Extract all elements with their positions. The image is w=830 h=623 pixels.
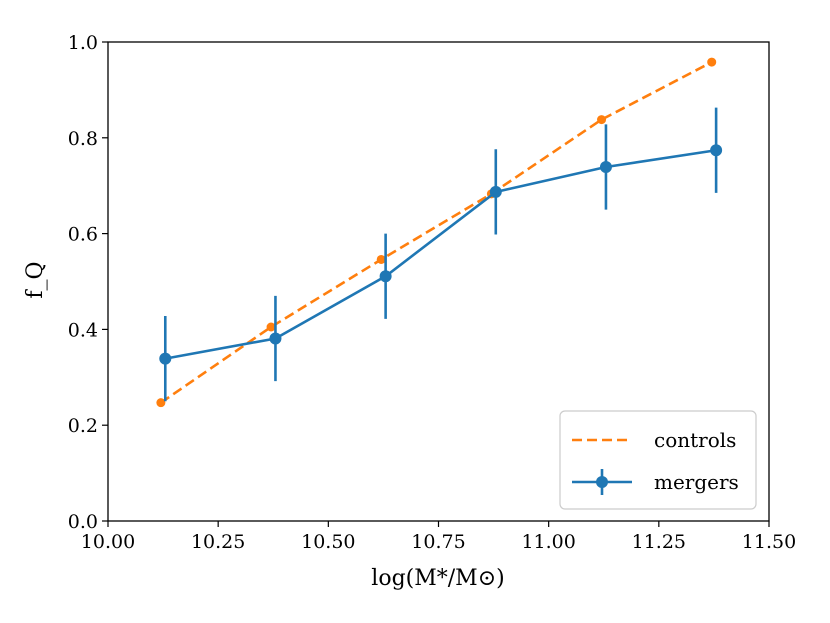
y-tick-label: 0.4 (68, 319, 98, 341)
controls-point (597, 115, 607, 125)
y-tick-label: 0.2 (68, 415, 98, 437)
legend-controls-label: controls (654, 428, 736, 452)
x-tick-label: 11.00 (521, 531, 575, 553)
plot-area: 10.00 10.25 10.50 10.75 11.00 11.25 11.50 0.0 0.… (68, 32, 796, 553)
controls-point (156, 398, 166, 408)
x-tick-label: 10.25 (191, 531, 245, 553)
mergers-point (379, 270, 392, 283)
legend-mergers-marker (596, 476, 608, 488)
mergers-point (710, 144, 723, 157)
legend-box (559, 410, 757, 510)
y-axis-label: f_Q (23, 261, 48, 298)
y-tick-label: 0.0 (68, 511, 98, 533)
mergers-point (159, 352, 172, 365)
mergers-point (269, 332, 282, 345)
legend: controls mergers (559, 410, 757, 510)
x-tick-label: 11.25 (632, 531, 686, 553)
controls-point (376, 254, 386, 264)
mergers-point (489, 185, 502, 198)
x-tick-label: 10.50 (301, 531, 355, 553)
x-tick-label: 11.50 (742, 531, 796, 553)
controls-point (266, 322, 276, 332)
mergers-line (165, 148, 717, 360)
x-tick-label: 10.75 (411, 531, 465, 553)
legend-mergers-label: mergers (654, 470, 739, 494)
plot-frame (107, 41, 770, 522)
controls-point (707, 57, 717, 67)
mergers-point (599, 161, 612, 174)
y-tick-label: 1.0 (68, 32, 98, 54)
y-tick-label: 0.8 (68, 128, 98, 150)
x-tick-label: 10.00 (81, 531, 135, 553)
x-axis-label: log(M*/M⊙) (371, 566, 504, 591)
controls-line (160, 60, 713, 404)
y-tick-label: 0.6 (68, 224, 98, 246)
